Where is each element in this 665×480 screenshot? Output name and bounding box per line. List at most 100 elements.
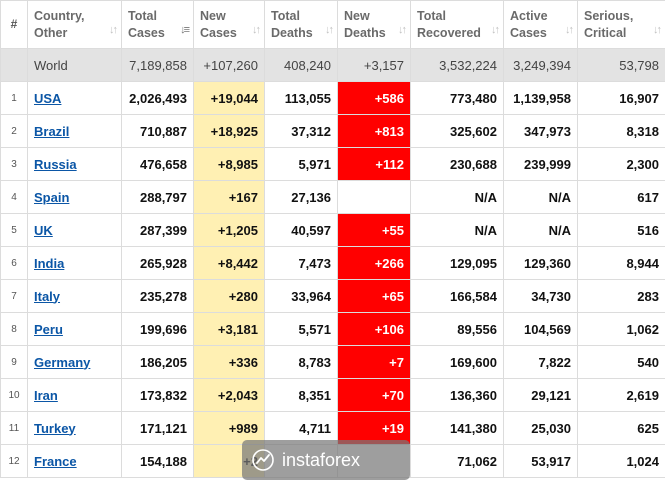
header-new-cases[interactable]: New Cases↓↑ bbox=[194, 1, 265, 49]
serious-cell: 16,907 bbox=[578, 82, 665, 115]
world-active-cases: 3,249,394 bbox=[504, 49, 578, 82]
country-link[interactable]: Italy bbox=[34, 289, 60, 304]
header-country[interactable]: Country, Other↓↑ bbox=[28, 1, 122, 49]
country-link[interactable]: Peru bbox=[34, 322, 63, 337]
country-link[interactable]: USA bbox=[34, 91, 61, 106]
total-recovered-cell: 230,688 bbox=[411, 148, 504, 181]
total-recovered-cell: 773,480 bbox=[411, 82, 504, 115]
country-cell: Spain bbox=[28, 181, 122, 214]
serious-cell: 8,318 bbox=[578, 115, 665, 148]
country-link[interactable]: Germany bbox=[34, 355, 90, 370]
serious-cell: 2,300 bbox=[578, 148, 665, 181]
new-cases-cell: +167 bbox=[194, 181, 265, 214]
sort-icon[interactable]: ↓↑ bbox=[325, 22, 332, 39]
total-deaths-cell: 5,571 bbox=[265, 313, 338, 346]
row-index: 4 bbox=[1, 181, 28, 214]
header-total-cases[interactable]: Total Cases↓≡ bbox=[122, 1, 194, 49]
total-cases-cell: 287,399 bbox=[122, 214, 194, 247]
country-link[interactable]: India bbox=[34, 256, 64, 271]
active-cases-cell: N/A bbox=[504, 214, 578, 247]
sort-icon[interactable]: ↓↑ bbox=[252, 22, 259, 39]
total-cases-cell: 235,278 bbox=[122, 280, 194, 313]
new-deaths-cell: +586 bbox=[338, 82, 411, 115]
new-cases-cell: +18,925 bbox=[194, 115, 265, 148]
country-link[interactable]: Iran bbox=[34, 388, 58, 403]
serious-cell: 625 bbox=[578, 412, 665, 445]
active-cases-cell: 34,730 bbox=[504, 280, 578, 313]
country-cell: Peru bbox=[28, 313, 122, 346]
active-cases-cell: 104,569 bbox=[504, 313, 578, 346]
header-row: # Country, Other↓↑ Total Cases↓≡ New Cas… bbox=[1, 1, 665, 49]
country-cell: Brazil bbox=[28, 115, 122, 148]
new-deaths-cell: +266 bbox=[338, 247, 411, 280]
total-deaths-cell: 27,136 bbox=[265, 181, 338, 214]
total-deaths-cell: 7,473 bbox=[265, 247, 338, 280]
header-serious-critical[interactable]: Serious, Critical↓↑ bbox=[578, 1, 665, 49]
sort-icon[interactable]: ↓↑ bbox=[653, 22, 660, 39]
country-link[interactable]: Spain bbox=[34, 190, 69, 205]
world-new-cases: +107,260 bbox=[194, 49, 265, 82]
serious-cell: 1,062 bbox=[578, 313, 665, 346]
total-cases-cell: 710,887 bbox=[122, 115, 194, 148]
total-recovered-cell: 166,584 bbox=[411, 280, 504, 313]
row-index: 9 bbox=[1, 346, 28, 379]
country-link[interactable]: Brazil bbox=[34, 124, 69, 139]
header-active-cases[interactable]: Active Cases↓↑ bbox=[504, 1, 578, 49]
row-index: 11 bbox=[1, 412, 28, 445]
instaforex-logo-icon bbox=[252, 449, 274, 471]
new-cases-cell: +19,044 bbox=[194, 82, 265, 115]
active-cases-cell: 347,973 bbox=[504, 115, 578, 148]
total-cases-cell: 171,121 bbox=[122, 412, 194, 445]
world-total-deaths: 408,240 bbox=[265, 49, 338, 82]
new-deaths-cell bbox=[338, 181, 411, 214]
country-cell: Germany bbox=[28, 346, 122, 379]
row-index: 8 bbox=[1, 313, 28, 346]
total-deaths-cell: 8,351 bbox=[265, 379, 338, 412]
total-deaths-cell: 8,783 bbox=[265, 346, 338, 379]
total-cases-cell: 476,658 bbox=[122, 148, 194, 181]
country-link[interactable]: Russia bbox=[34, 157, 77, 172]
new-deaths-cell: +7 bbox=[338, 346, 411, 379]
header-new-deaths[interactable]: New Deaths↓↑ bbox=[338, 1, 411, 49]
total-recovered-cell: 141,380 bbox=[411, 412, 504, 445]
country-link[interactable]: UK bbox=[34, 223, 53, 238]
total-cases-cell: 265,928 bbox=[122, 247, 194, 280]
country-link[interactable]: France bbox=[34, 454, 77, 469]
world-total-cases: 7,189,858 bbox=[122, 49, 194, 82]
country-cell: India bbox=[28, 247, 122, 280]
total-recovered-cell: 169,600 bbox=[411, 346, 504, 379]
row-index: 7 bbox=[1, 280, 28, 313]
serious-cell: 516 bbox=[578, 214, 665, 247]
total-cases-cell: 2,026,493 bbox=[122, 82, 194, 115]
new-cases-cell: +8,985 bbox=[194, 148, 265, 181]
total-deaths-cell: 113,055 bbox=[265, 82, 338, 115]
active-cases-cell: N/A bbox=[504, 181, 578, 214]
new-deaths-cell: +813 bbox=[338, 115, 411, 148]
sort-active-icon[interactable]: ↓≡ bbox=[180, 22, 188, 39]
new-deaths-cell: +55 bbox=[338, 214, 411, 247]
serious-cell: 540 bbox=[578, 346, 665, 379]
header-index: # bbox=[1, 1, 28, 49]
country-cell: Iran bbox=[28, 379, 122, 412]
sort-icon[interactable]: ↓↑ bbox=[398, 22, 405, 39]
world-row: World 7,189,858 +107,260 408,240 +3,157 … bbox=[1, 49, 665, 82]
country-link[interactable]: Turkey bbox=[34, 421, 76, 436]
row-index: 6 bbox=[1, 247, 28, 280]
header-total-deaths[interactable]: Total Deaths↓↑ bbox=[265, 1, 338, 49]
country-cell: Russia bbox=[28, 148, 122, 181]
row-index: 1 bbox=[1, 82, 28, 115]
sort-icon[interactable]: ↓↑ bbox=[565, 22, 572, 39]
header-total-recovered[interactable]: Total Recovered↓↑ bbox=[411, 1, 504, 49]
sort-icon[interactable]: ↓↑ bbox=[491, 22, 498, 39]
total-recovered-cell: 89,556 bbox=[411, 313, 504, 346]
total-cases-cell: 288,797 bbox=[122, 181, 194, 214]
new-deaths-cell: +112 bbox=[338, 148, 411, 181]
sort-icon[interactable]: ↓↑ bbox=[109, 22, 116, 39]
